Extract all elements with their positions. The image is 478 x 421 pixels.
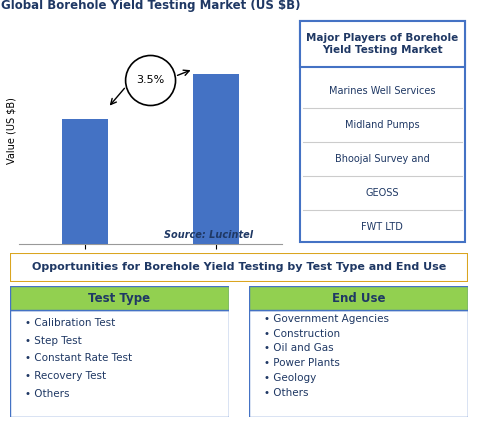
Text: • Others: • Others <box>25 389 69 399</box>
Bar <box>62 119 108 244</box>
Text: Source: Lucintel: Source: Lucintel <box>164 229 253 240</box>
Text: • Government Agencies: • Government Agencies <box>264 314 389 324</box>
Text: Bhoojal Survey and: Bhoojal Survey and <box>335 154 430 164</box>
Text: • Oil and Gas: • Oil and Gas <box>264 344 334 354</box>
Text: • Power Plants: • Power Plants <box>264 358 340 368</box>
Text: Test Type: Test Type <box>88 291 151 304</box>
FancyBboxPatch shape <box>300 21 465 242</box>
FancyBboxPatch shape <box>249 310 468 417</box>
Y-axis label: Value (US $B): Value (US $B) <box>6 97 16 164</box>
Text: • Recovery Test: • Recovery Test <box>25 371 106 381</box>
FancyBboxPatch shape <box>10 310 229 417</box>
Text: Midland Pumps: Midland Pumps <box>345 120 420 130</box>
Text: Major Players of Borehole
Yield Testing Market: Major Players of Borehole Yield Testing … <box>306 33 458 55</box>
Text: • Others: • Others <box>264 388 308 398</box>
Text: • Geology: • Geology <box>264 373 316 383</box>
Text: FWT LTD: FWT LTD <box>361 222 403 232</box>
FancyBboxPatch shape <box>249 286 468 310</box>
Bar <box>193 74 239 244</box>
Text: 3.5%: 3.5% <box>136 75 165 85</box>
Text: • Calibration Test: • Calibration Test <box>25 318 115 328</box>
Text: • Step Test: • Step Test <box>25 336 82 346</box>
FancyBboxPatch shape <box>300 21 465 67</box>
Text: • Constant Rate Test: • Constant Rate Test <box>25 353 132 363</box>
Title: Global Borehole Yield Testing Market (US $B): Global Borehole Yield Testing Market (US… <box>1 0 300 11</box>
FancyBboxPatch shape <box>10 286 229 310</box>
Text: Opportunities for Borehole Yield Testing by Test Type and End Use: Opportunities for Borehole Yield Testing… <box>32 262 446 272</box>
Text: End Use: End Use <box>332 291 385 304</box>
Text: GEOSS: GEOSS <box>366 188 399 198</box>
FancyBboxPatch shape <box>10 253 468 282</box>
Text: • Construction: • Construction <box>264 329 340 339</box>
Text: Marines Well Services: Marines Well Services <box>329 86 435 96</box>
